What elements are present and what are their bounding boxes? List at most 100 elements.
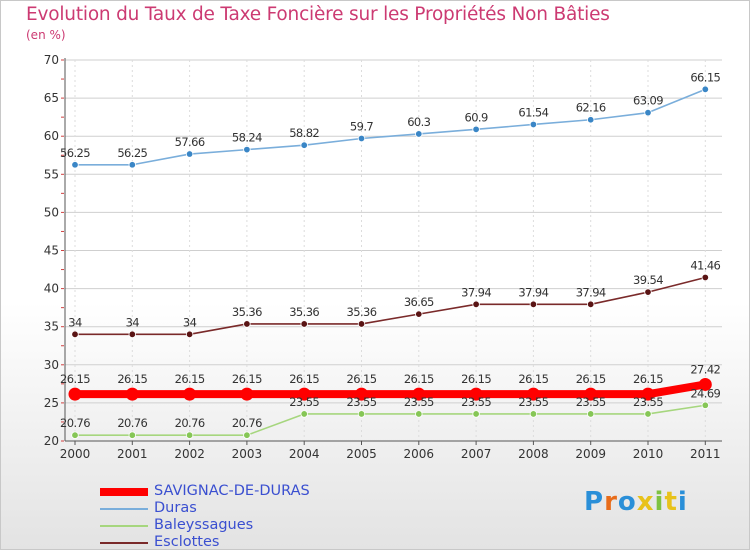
- data-point-baleyssagues: [71, 431, 79, 439]
- x-tick-label: 2009: [575, 447, 606, 461]
- data-label-esclottes: 35.36: [289, 305, 319, 319]
- data-point-esclottes: [185, 330, 194, 339]
- data-label-baleyssagues: 23.55: [461, 395, 491, 409]
- x-tick-label: 2002: [174, 447, 205, 461]
- line-chart: 20 25 30 35 40 45 50 55 60 65 70 2000 2001 2002 2003 20…: [44, 53, 722, 461]
- data-label-esclottes: 36.65: [404, 295, 434, 309]
- data-point-savignac-de-duras: [641, 387, 655, 401]
- data-label-baleyssagues: 23.55: [404, 395, 434, 409]
- logo-letter: t: [664, 487, 678, 517]
- data-label-duras: 56.25: [117, 146, 147, 160]
- data-point-savignac-de-duras: [297, 387, 311, 401]
- data-point-baleyssagues: [587, 410, 595, 418]
- data-label-baleyssagues: 23.55: [518, 395, 548, 409]
- y-tick-label: 45: [44, 244, 59, 258]
- data-label-baleyssagues: 23.55: [633, 395, 663, 409]
- data-label-savignac-de-duras: 26.15: [461, 372, 491, 386]
- data-label-savignac-de-duras: 26.15: [232, 372, 262, 386]
- data-point-duras: [185, 150, 194, 158]
- data-point-duras: [701, 85, 709, 94]
- data-label-esclottes: 35.36: [232, 305, 262, 319]
- x-tick-label: 2010: [633, 447, 664, 461]
- data-point-baleyssagues: [529, 410, 538, 418]
- data-point-duras: [243, 145, 251, 154]
- logo-letter: x: [636, 487, 655, 517]
- series-line-baleyssagues: [75, 404, 706, 437]
- data-label-esclottes: 41.46: [690, 258, 720, 272]
- data-label-duras: 59.7: [350, 119, 373, 133]
- data-point-baleyssagues: [128, 431, 136, 439]
- axis-layer: 20 25 30 35 40 45 50 55 60 65 70 2000 2001 2002 2003 20…: [44, 53, 722, 461]
- y-tick-label: 35: [44, 320, 59, 334]
- data-point-esclottes: [529, 300, 538, 308]
- data-point-duras: [587, 116, 595, 124]
- y-unit-label: (en %): [26, 28, 66, 42]
- y-tick-label: 20: [44, 434, 59, 448]
- logo-letter: i: [654, 487, 665, 517]
- data-point-esclottes: [415, 310, 423, 318]
- data-label-esclottes: 34: [126, 315, 140, 329]
- data-label-baleyssagues: 23.55: [347, 395, 377, 409]
- data-point-baleyssagues: [644, 410, 652, 418]
- y-tick-label: 40: [44, 282, 59, 296]
- data-label-savignac-de-duras: 26.15: [289, 372, 319, 386]
- y-tick-label: 30: [44, 358, 59, 372]
- data-point-baleyssagues: [701, 401, 709, 409]
- data-point-savignac-de-duras: [355, 387, 368, 401]
- data-point-baleyssagues: [300, 410, 308, 418]
- series-line-esclottes: [75, 276, 706, 336]
- legend-swatch-savignac: [100, 488, 148, 496]
- logo-letter: P: [584, 487, 605, 517]
- data-point-savignac-de-duras: [526, 387, 540, 401]
- data-label-baleyssagues: 20.76: [117, 416, 147, 430]
- data-label-duras: 57.66: [175, 135, 205, 149]
- data-point-baleyssagues: [472, 410, 480, 418]
- data-label-duras: 58.24: [232, 131, 262, 145]
- data-point-duras: [71, 161, 79, 169]
- legend-label-duras: Duras: [154, 500, 197, 516]
- grid-layer: [65, 59, 722, 441]
- data-point-duras: [472, 125, 480, 134]
- data-point-duras: [300, 141, 308, 149]
- logo-letter: o: [617, 487, 637, 517]
- data-label-esclottes: 34: [183, 315, 197, 329]
- data-point-esclottes: [128, 330, 136, 339]
- data-point-esclottes: [357, 320, 366, 328]
- data-point-esclottes: [644, 288, 652, 296]
- data-point-esclottes: [701, 273, 709, 282]
- data-point-duras: [644, 108, 652, 117]
- data-label-savignac-de-duras: 26.15: [404, 372, 434, 386]
- data-label-layer: 56.25 56.25 57.66 58.24 58.82 59.7 60.3 60.9 61.…: [60, 70, 721, 430]
- data-label-esclottes: 39.54: [633, 273, 663, 287]
- x-tick-label: 2004: [289, 447, 320, 461]
- x-tick-label: 2005: [346, 447, 377, 461]
- data-point-savignac-de-duras: [698, 377, 712, 391]
- y-tick-label: 70: [44, 53, 59, 67]
- data-point-esclottes: [243, 320, 251, 328]
- data-point-baleyssagues: [415, 410, 423, 418]
- data-label-duras: 66.15: [690, 70, 720, 84]
- data-label-savignac-de-duras: 26.15: [347, 372, 377, 386]
- data-label-duras: 61.54: [518, 105, 548, 119]
- legend-label-esclottes: Esclottes: [154, 534, 220, 550]
- chart-title: Evolution du Taux de Taxe Foncière sur l…: [26, 4, 610, 25]
- data-point-baleyssagues: [243, 431, 251, 439]
- x-tick-label: 2011: [690, 447, 721, 461]
- data-label-savignac-de-duras: 26.15: [633, 372, 663, 386]
- x-tick-label: 2003: [232, 447, 263, 461]
- data-label-baleyssagues: 23.55: [289, 395, 319, 409]
- x-tick-label: 2000: [60, 447, 91, 461]
- data-label-baleyssagues: 20.76: [232, 416, 262, 430]
- data-point-savignac-de-duras: [584, 387, 598, 401]
- data-label-baleyssagues: 23.55: [576, 395, 606, 409]
- data-point-savignac-de-duras: [125, 387, 139, 401]
- data-label-esclottes: 37.94: [461, 285, 491, 299]
- data-point-duras: [128, 161, 136, 169]
- data-label-baleyssagues: 20.76: [175, 416, 205, 430]
- data-point-savignac-de-duras: [412, 387, 426, 401]
- series-line-duras: [75, 88, 706, 166]
- data-point-baleyssagues: [185, 431, 194, 439]
- data-label-esclottes: 35.36: [347, 305, 377, 319]
- legend-label-baleyssagues: Baleyssagues: [154, 517, 254, 533]
- data-label-duras: 60.9: [464, 110, 487, 124]
